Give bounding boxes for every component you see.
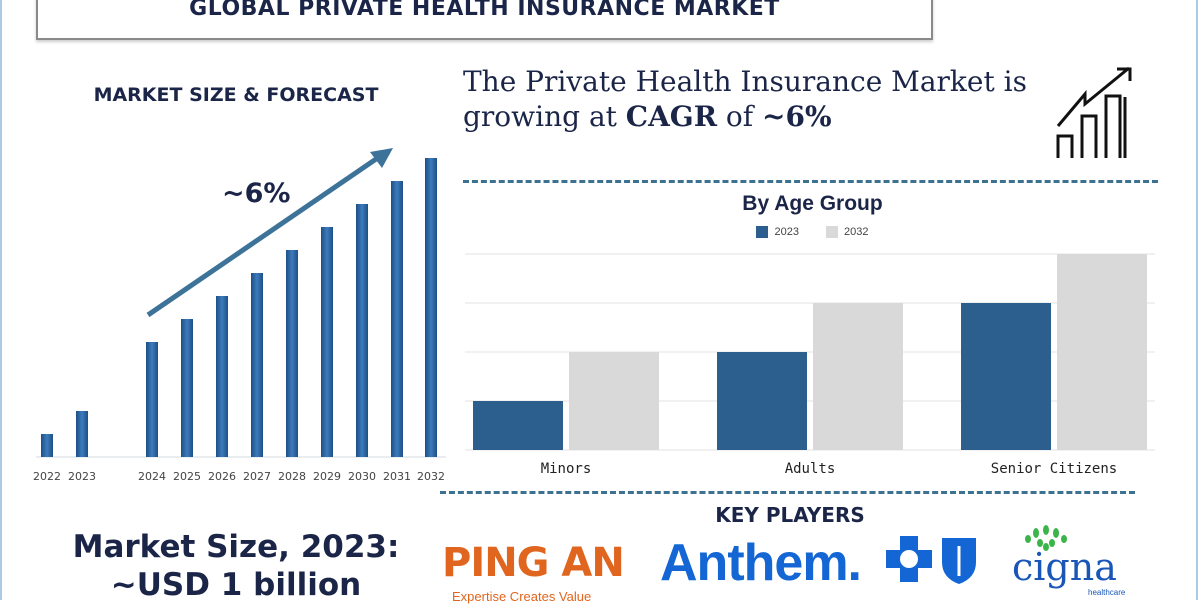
forecast-bar-2022 [41,434,53,457]
growth-arrow-head-icon [370,148,393,168]
age-category-label: Minors [540,461,592,477]
forecast-bar-2027 [251,273,263,457]
forecast-bar-2030 [356,204,368,457]
forecast-bar-2028 [286,250,298,457]
headline-text: of [717,100,763,133]
forecast-year-label: 2032 [417,470,445,483]
forecast-year-label: 2028 [278,470,306,483]
forecast-bar-2023 [76,411,88,457]
forecast-bar-2025 [181,319,193,457]
blue-cross-shield-icon [886,536,976,584]
forecast-year-label: 2027 [243,470,271,483]
ping-an-tagline: Expertise Creates Value [452,589,592,604]
headline-cagr: CAGR [625,100,717,133]
age-bar-2032-adults [813,303,903,450]
headline-value: ~6% [762,100,832,133]
forecast-year-label: 2024 [138,470,166,483]
forecast-year-label: 2025 [173,470,201,483]
age-chart-title: By Age Group [742,192,883,215]
age-bar-2032-minors [569,352,659,450]
right-border [1196,0,1198,600]
age-bar-2032-senior-citizens [1057,254,1147,450]
key-players-heading: KEY PLAYERS [715,503,865,527]
forecast-bar-2031 [391,181,403,457]
anthem-logo: Anthem. [660,534,862,592]
forecast-bar-2024 [146,342,158,457]
cigna-tree-icon [1025,525,1067,551]
left-border [0,0,2,600]
forecast-year-label: 2022 [33,470,61,483]
cigna-logo: cigna [1012,545,1117,589]
forecast-year-label: 2031 [383,470,411,483]
page-title: GLOBAL PRIVATE HEALTH INSURANCE MARKET [189,0,780,21]
legend-swatch [826,226,839,239]
divider-bottom [440,491,1135,494]
forecast-year-label: 2030 [348,470,376,483]
divider-top [463,180,1158,183]
age-category-label: Senior Citizens [990,461,1118,477]
age-bar-2023-senior-citizens [961,303,1051,450]
forecast-year-label: 2026 [208,470,236,483]
ping-an-logo: PING AN [442,540,625,586]
age-bar-2023-adults [717,352,807,450]
legend-item-2032: 2032 [826,226,869,239]
growth-chart-icon [1056,66,1132,158]
cigna-tagline: healthcare [1088,588,1126,597]
forecast-bar-2032 [425,158,437,457]
growth-arrow-line [146,152,384,318]
legend-swatch [756,226,769,239]
forecast-heading: MARKET SIZE & FORECAST [93,84,379,106]
title-banner: GLOBAL PRIVATE HEALTH INSURANCE MARKET [36,0,933,40]
market-size-label: Market Size, 2023: [72,529,400,565]
age-chart [465,253,1155,451]
market-size-callout: Market Size, 2023: ~USD 1 billion [0,528,472,604]
forecast-bar-2029 [321,227,333,457]
headline-line1: The Private Health Insurance Market is [463,65,1027,98]
legend-label: 2023 [774,226,799,238]
growth-label: ~6% [222,178,291,209]
forecast-chart [36,148,446,458]
cagr-headline: The Private Health Insurance Market is g… [463,64,1027,134]
forecast-year-label: 2029 [313,470,341,483]
age-bar-2023-minors [473,401,563,450]
forecast-bar-2026 [216,296,228,457]
age-category-label: Adults [784,461,836,477]
headline-text: growing at [463,100,626,133]
age-chart-legend: 2023 2032 [465,226,1160,239]
legend-item-2023: 2023 [756,226,799,239]
market-size-value: ~USD 1 billion [110,567,362,603]
forecast-year-label: 2023 [68,470,96,483]
legend-label: 2032 [844,226,869,238]
